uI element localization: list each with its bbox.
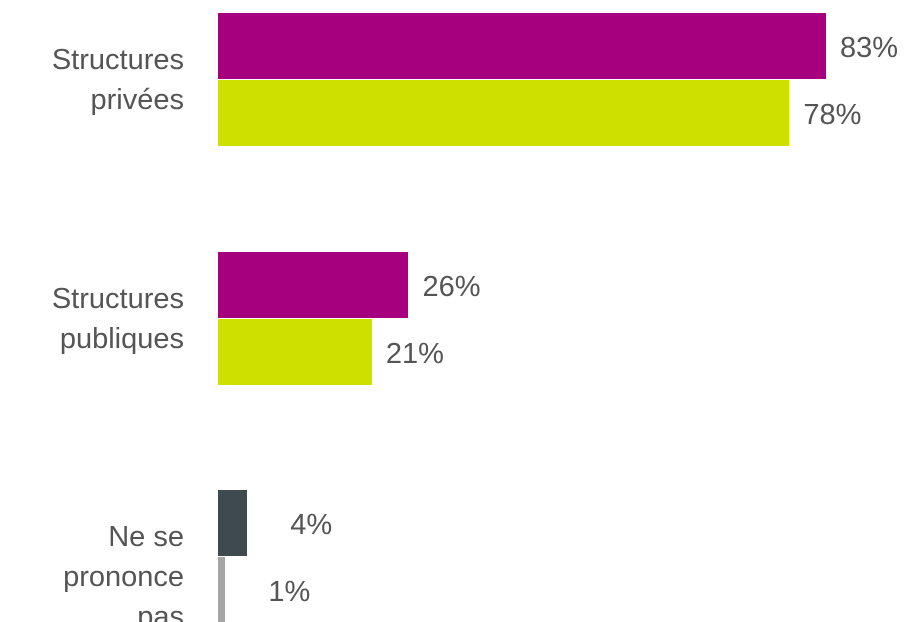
bar <box>218 13 826 79</box>
bar <box>218 252 409 318</box>
bar <box>218 319 372 385</box>
category-label: Structures publiques <box>51 283 184 355</box>
value-label: 83% <box>840 32 899 64</box>
value-label: 4% <box>290 509 333 541</box>
value-label: 1% <box>268 576 311 608</box>
bar <box>218 490 248 556</box>
category-label: Structures privées <box>51 44 184 116</box>
bar <box>218 557 226 622</box>
bar <box>218 80 790 146</box>
value-label: 26% <box>422 271 481 303</box>
category-label: Ne se prononce pas <box>63 521 184 622</box>
value-label: 21% <box>385 338 444 370</box>
value-label: 78% <box>803 99 862 131</box>
